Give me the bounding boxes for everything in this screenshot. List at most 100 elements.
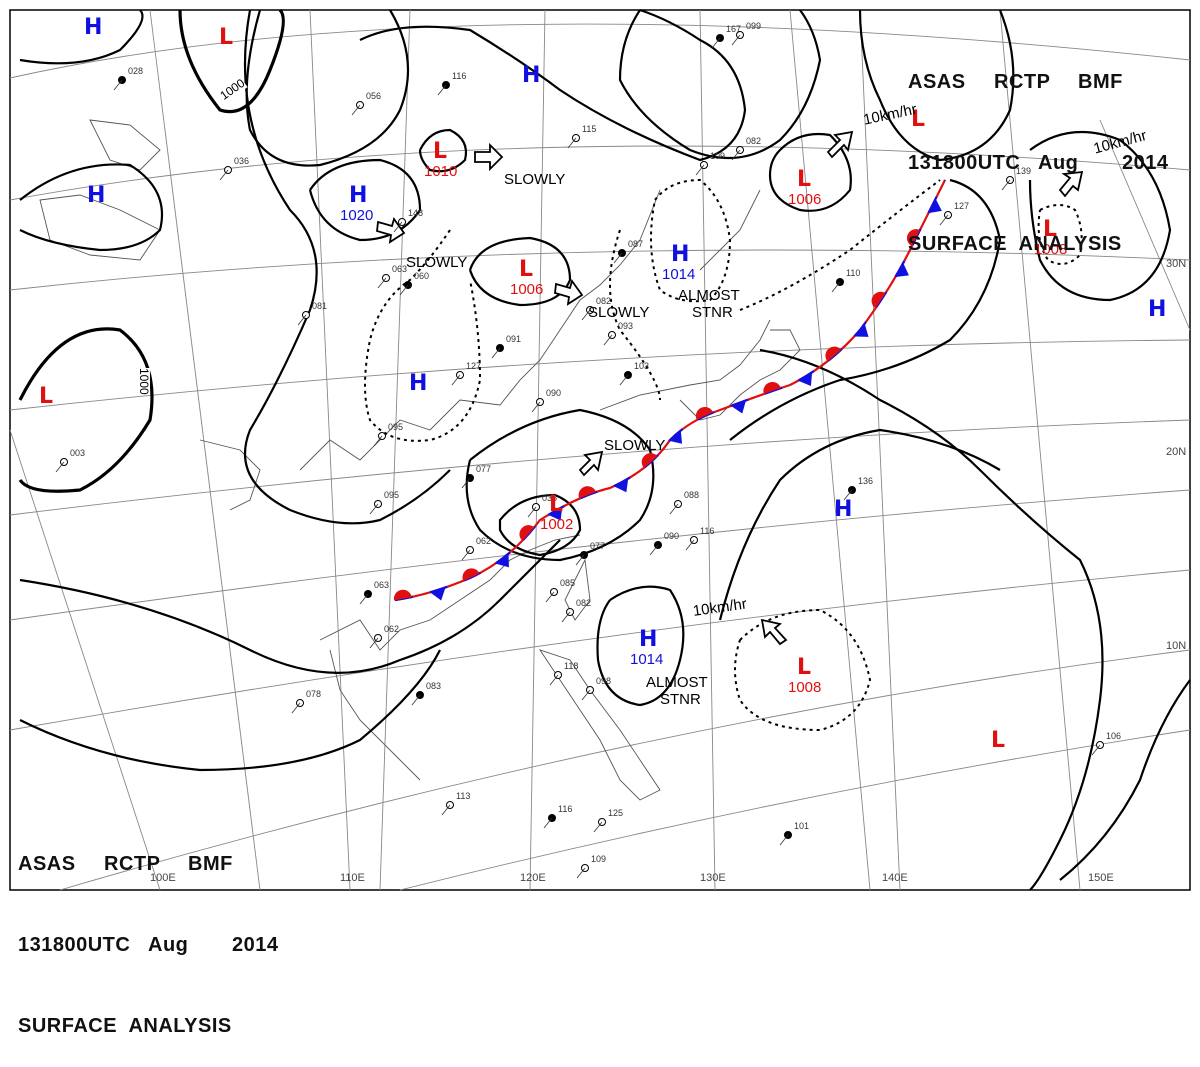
wind-barb — [695, 164, 705, 176]
motion-arrow — [1058, 170, 1084, 198]
station-pressure: 116 — [700, 526, 714, 536]
station-pressure: 077 — [476, 464, 491, 474]
station-pressure: 035 — [542, 493, 557, 503]
wind-barb — [461, 477, 471, 489]
station-pressure: 060 — [414, 271, 429, 281]
station-pressure: 116 — [558, 804, 572, 814]
station-pressure: 083 — [426, 681, 441, 691]
low-pressure-marker: L — [797, 167, 812, 192]
station-pressure: 115 — [582, 124, 596, 134]
motion-arrows — [376, 130, 1084, 646]
station-pressure: 062 — [476, 536, 491, 546]
trough-china — [364, 229, 482, 442]
low-pressure-marker: L — [433, 139, 448, 164]
station-plot: 091 — [491, 334, 521, 359]
station-pressure: 116 — [452, 71, 466, 81]
station-pressure: 127 — [466, 361, 481, 371]
high-pressure-marker: H — [84, 15, 103, 40]
motion-arrow — [578, 450, 604, 477]
wind-barb — [593, 821, 603, 833]
lon-line-110e — [309, 9, 351, 891]
station-pressure: 113 — [456, 791, 470, 801]
cold-front-symbol — [430, 587, 446, 601]
isobar-north-east — [618, 9, 822, 160]
station-plot: 056 — [351, 91, 381, 116]
title-station: RCTP — [104, 853, 161, 875]
motion-arrow — [554, 278, 584, 306]
cold-front-symbol — [668, 430, 683, 444]
title-time: 131800UTC — [18, 934, 131, 956]
station-plot: 125 — [593, 808, 623, 833]
india-coast — [199, 439, 261, 511]
station-pressure: 003 — [70, 448, 85, 458]
wind-barb — [549, 674, 559, 686]
lon-line-160e — [1099, 119, 1191, 331]
lat-line-15n — [9, 489, 1191, 621]
wind-barb — [531, 401, 541, 413]
pressure-value: 1014 — [662, 266, 696, 283]
warm-front-symbol — [641, 453, 658, 469]
low-pressure-marker: L — [39, 384, 54, 409]
isobar-east-arc — [718, 428, 1001, 621]
title-year: 2014 — [232, 934, 279, 956]
cold-front-symbol — [614, 478, 629, 493]
motion-label: SLOWLY — [406, 254, 468, 271]
station-plot: 062 — [369, 624, 399, 649]
wind-barb — [377, 277, 387, 289]
station-pressure: 127 — [954, 201, 969, 211]
lat-line-20n — [9, 419, 1191, 516]
station-pressure: 139 — [1016, 166, 1031, 176]
station-pressure: 085 — [560, 578, 575, 588]
station-pressure: 103 — [634, 361, 649, 371]
wind-barb — [685, 539, 695, 551]
warm-front-symbol — [695, 407, 714, 420]
station-plot: 036 — [219, 156, 249, 181]
isobar-sw — [19, 539, 561, 674]
station-plot: 063 — [359, 580, 389, 605]
title-product: SURFACE ANALYSIS — [908, 233, 1122, 255]
station-pressure: 088 — [684, 490, 699, 500]
cold-front-symbol — [548, 507, 563, 521]
station-plot: 082 — [731, 136, 761, 161]
map-frame — [9, 9, 1191, 891]
station-plot: 136 — [843, 476, 873, 501]
isobar-1006-east — [768, 132, 852, 212]
warm-front-symbol — [871, 291, 886, 309]
wind-barb — [55, 461, 65, 473]
station-pressure: 056 — [366, 91, 381, 101]
station-pressure: 093 — [618, 321, 633, 331]
station-pressure: 091 — [506, 334, 521, 344]
wind-barb — [545, 591, 555, 603]
station-plots: 028 056 036 116 115 148 060 063 081 091 127 095 077 0… — [55, 21, 1121, 879]
station-plot: 003 — [55, 448, 85, 473]
isobar-1014-south — [596, 585, 685, 707]
wind-barb — [393, 221, 403, 233]
motion-arrow — [760, 618, 788, 646]
pressure-value: 1008 — [788, 679, 822, 696]
warm-front-symbol — [825, 346, 842, 362]
station-plot: 085 — [545, 578, 575, 603]
isobar-ne — [858, 9, 1015, 162]
latitude-label: 20N — [1166, 446, 1187, 458]
station-plot: 109 — [695, 151, 725, 176]
station-pressure: 125 — [608, 808, 623, 818]
station-pressure: 090 — [546, 388, 561, 398]
motion-label: ALMOST — [678, 287, 740, 304]
lon-line-140e — [859, 9, 901, 891]
motion-label: SLOWLY — [504, 171, 566, 188]
station-pressure: 078 — [306, 689, 321, 699]
wind-barb — [437, 84, 447, 96]
station-plot: 095 — [373, 422, 403, 447]
station-plot: 081 — [297, 301, 327, 326]
longitude-label: 110E — [340, 872, 365, 884]
low-pressure-marker: L — [797, 655, 812, 680]
graticule — [9, 9, 1191, 891]
wind-barb — [603, 334, 613, 346]
japan-coast — [679, 329, 801, 421]
wind-barb — [779, 834, 789, 846]
korea-japan-coast — [599, 319, 771, 411]
wind-barb — [619, 374, 629, 386]
lat-line-10n — [9, 569, 1191, 731]
isobar-1008-east — [1028, 130, 1172, 302]
wind-barb — [831, 281, 841, 293]
